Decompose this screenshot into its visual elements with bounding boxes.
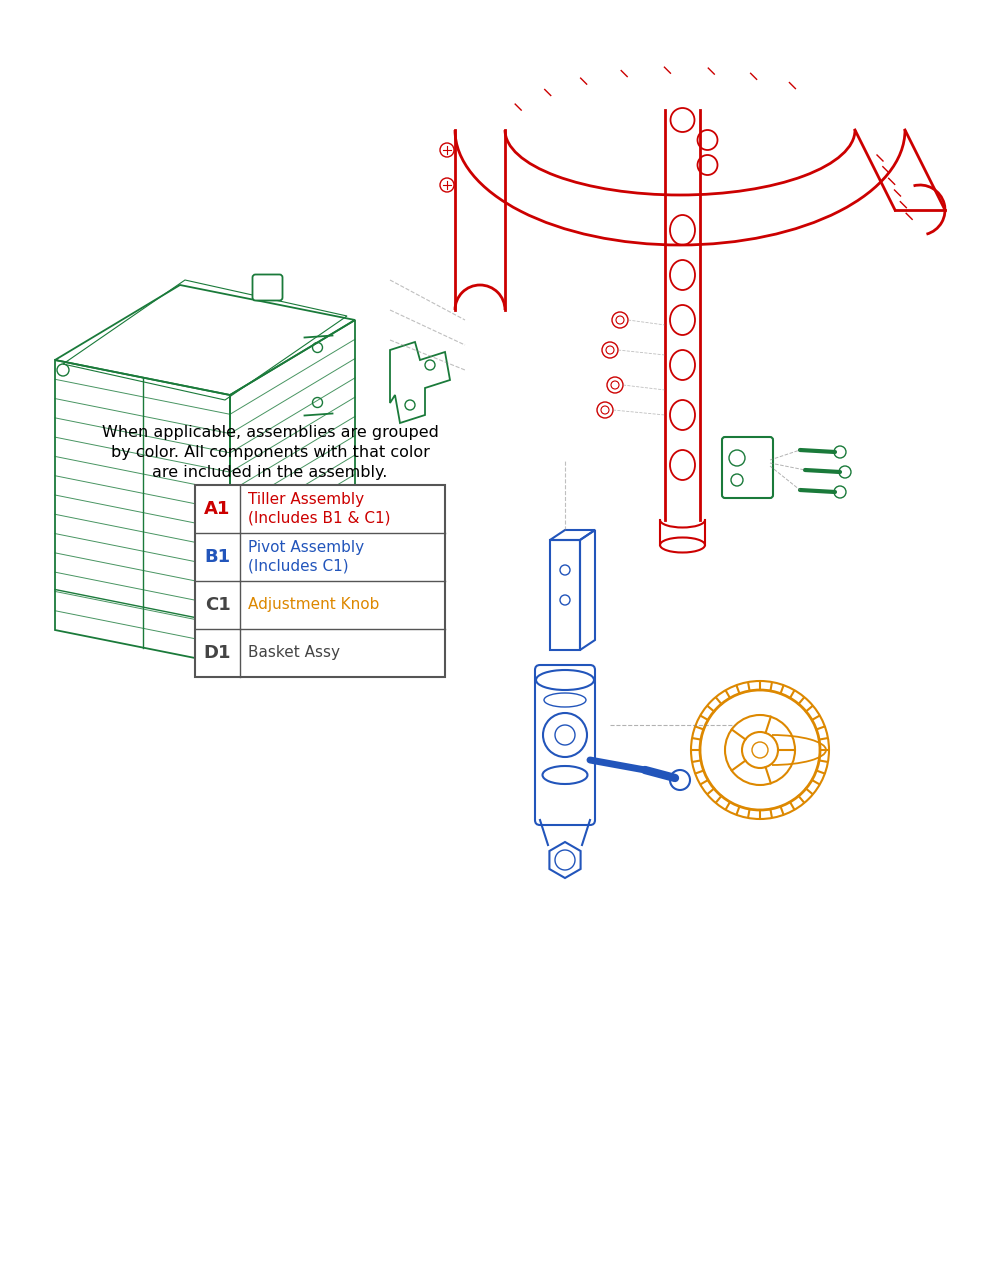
Text: Basket Assy: Basket Assy — [248, 645, 340, 660]
Text: Pivot Assembly
(Includes C1): Pivot Assembly (Includes C1) — [248, 540, 364, 574]
FancyBboxPatch shape — [535, 665, 595, 825]
Bar — [195, 485, 445, 677]
Bar — [550, 540, 580, 650]
Text: D1: D1 — [204, 644, 231, 661]
Text: C1: C1 — [205, 595, 230, 614]
FancyBboxPatch shape — [722, 437, 773, 498]
Text: Tiller Assembly
(Includes B1 & C1): Tiller Assembly (Includes B1 & C1) — [248, 492, 390, 526]
Text: A1: A1 — [204, 500, 231, 518]
Text: Adjustment Knob: Adjustment Knob — [248, 598, 379, 612]
Text: When applicable, assemblies are grouped
by color. All components with that color: When applicable, assemblies are grouped … — [102, 424, 438, 480]
FancyBboxPatch shape — [252, 275, 283, 300]
Text: B1: B1 — [204, 549, 231, 566]
